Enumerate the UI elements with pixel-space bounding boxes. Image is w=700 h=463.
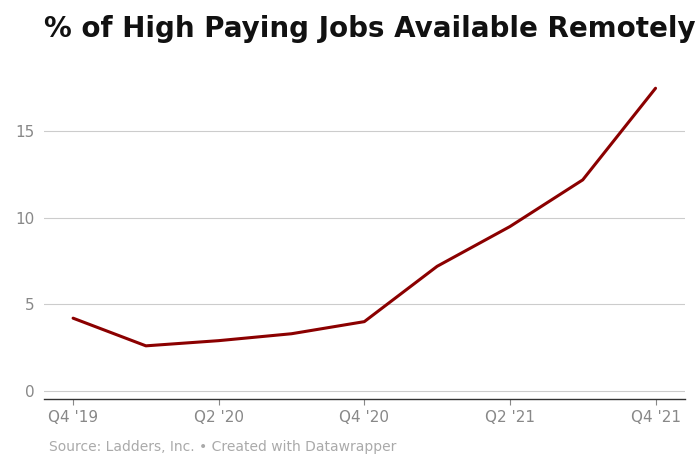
Text: % of High Paying Jobs Available Remotely: % of High Paying Jobs Available Remotely [44, 15, 696, 43]
Text: Source: Ladders, Inc. • Created with Datawrapper: Source: Ladders, Inc. • Created with Dat… [49, 440, 396, 454]
